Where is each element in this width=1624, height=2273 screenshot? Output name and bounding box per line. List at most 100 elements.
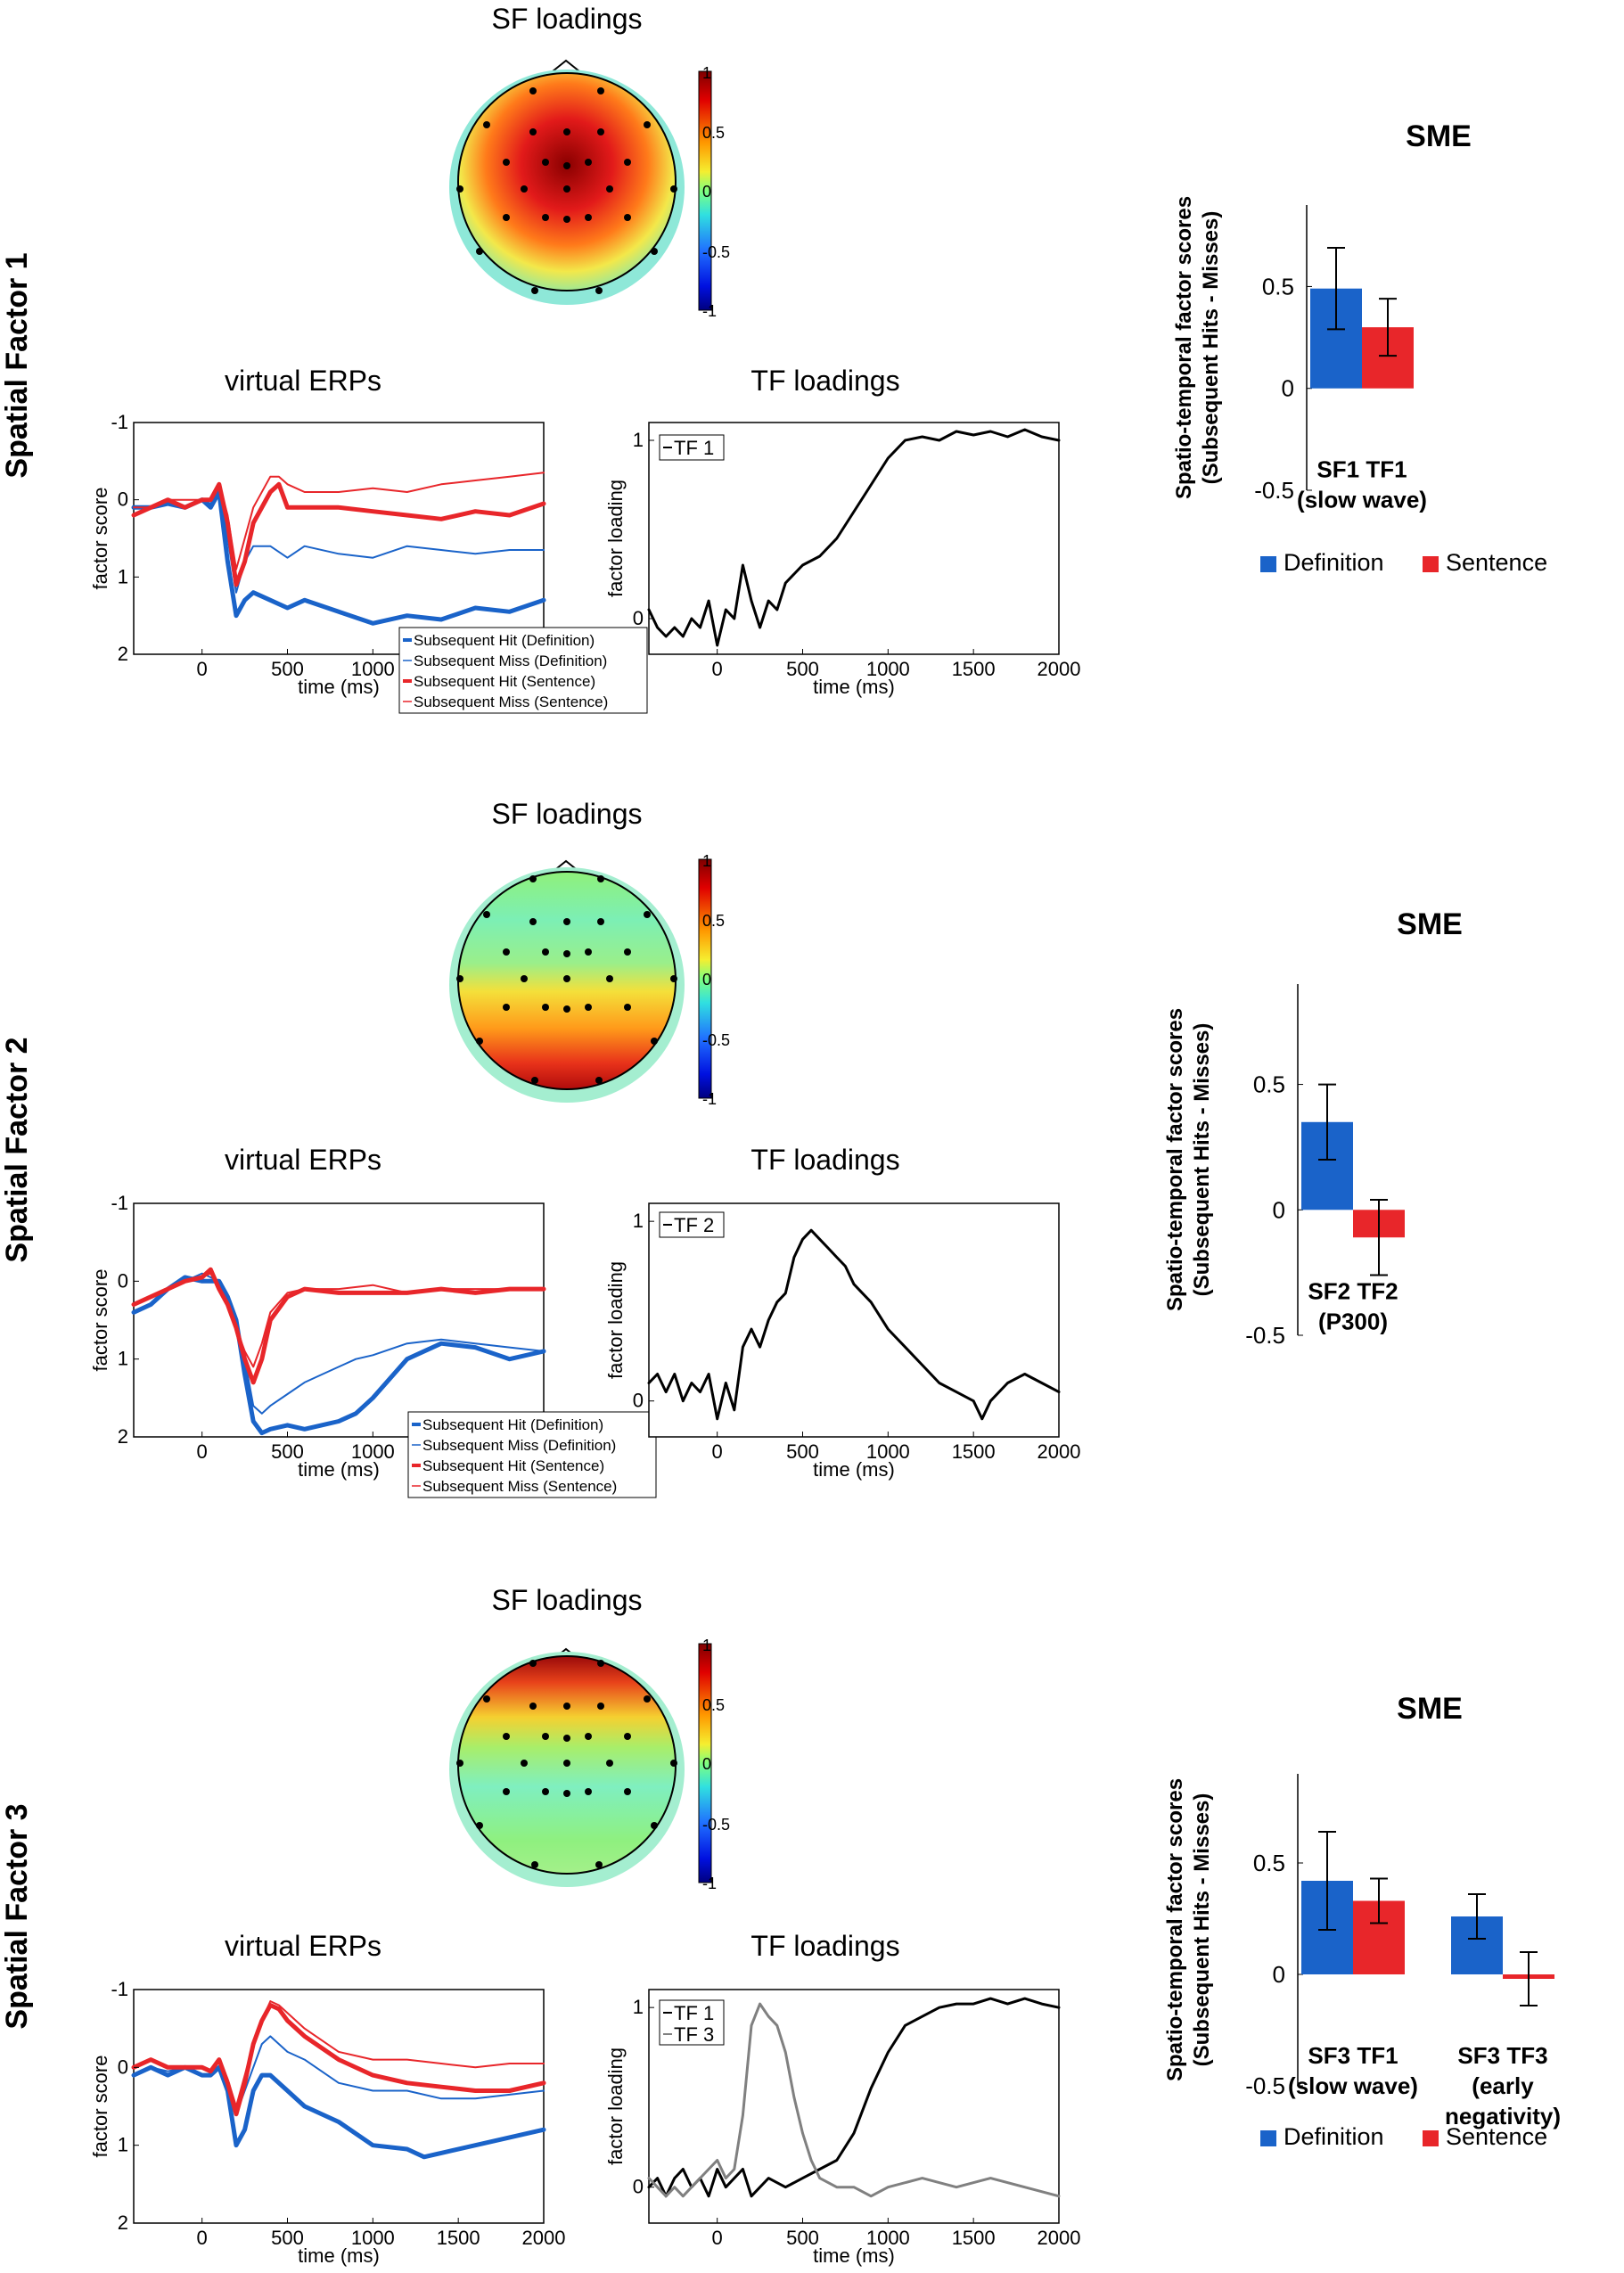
y-tick-label: 1 (118, 2134, 128, 2156)
category-label: SF3 TF3 (1457, 2042, 1547, 2069)
sf-title-3: SF loadings (492, 1584, 643, 1616)
y-tick-label: 0 (633, 2176, 644, 2198)
colorbar-3: 1 0.5 0 -0.5 -1 (698, 1637, 730, 1892)
y-tick-label: -1 (111, 1978, 128, 2000)
series-line (647, 428, 1061, 647)
x-tick-label: 500 (271, 658, 304, 680)
category-label: (P300) (1318, 1308, 1388, 1334)
x-tick-label: 500 (786, 2227, 819, 2249)
y-axis-label: Spatio-temporal factor scores (1172, 196, 1196, 499)
cbar-tick: 0 (702, 183, 711, 201)
plot-frame (133, 1989, 545, 2224)
plot-frame (133, 1202, 545, 1438)
x-axis-label: time (ms) (298, 1458, 380, 1481)
y-tick-label: 2 (118, 1425, 128, 1448)
cbar-tick: -1 (702, 1090, 717, 1108)
x-tick-label: 0 (712, 2227, 723, 2249)
x-tick-label: 1000 (351, 2227, 395, 2249)
y-axis-label: factor score (89, 2056, 111, 2158)
tf-legend-3: TF 1 TF 3 (659, 1999, 725, 2046)
x-tick-label: 0 (197, 658, 208, 680)
legend-entry: TF 1 (674, 437, 714, 459)
sme-title-2: SME (1397, 907, 1463, 941)
scalp-map-1 (449, 59, 685, 305)
x-axis-label: time (ms) (813, 2244, 895, 2267)
sme-plot-2: 0.5 0 -0.5 SF2 TF2 (P300) Spatio-temporal fac… (1163, 984, 1405, 1349)
legend-entry: Subsequent Miss (Sentence) (422, 1478, 617, 1495)
row-label-2: Spatial Factor 2 (0, 1037, 34, 1262)
tf-title-3: TF loadings (750, 1930, 899, 1962)
legend-entry: Sentence (1446, 549, 1547, 576)
series-line (131, 481, 546, 587)
category-label: (slow wave) (1288, 2072, 1418, 2099)
x-tick-label: 2000 (1038, 1440, 1081, 1463)
y-axis-label: factor score (89, 1269, 111, 1372)
tf-plot-1: 0 500 1000 1500 2000 0 1 time (ms) factor loadin… (604, 422, 1081, 698)
x-tick-label: 1000 (866, 1440, 910, 1463)
x-tick-label: 500 (786, 658, 819, 680)
legend-entry: Subsequent Miss (Definition) (414, 652, 607, 669)
series-line (647, 2002, 1061, 2198)
scalp-nose (552, 59, 580, 72)
y-axis-label: Spatio-temporal factor scores (1163, 1778, 1187, 2081)
x-tick-label: 1000 (866, 2227, 910, 2249)
y-tick-label: 0 (118, 2056, 128, 2078)
y-axis-label: (Subsequent Hits - Misses) (1190, 1023, 1214, 1297)
x-tick-label: 500 (271, 2227, 304, 2249)
y-tick-label: 0.5 (1262, 273, 1294, 300)
x-tick-label: 1500 (952, 2227, 996, 2249)
y-axis-label: (Subsequent Hits - Misses) (1190, 1793, 1214, 2067)
plot-frame (133, 422, 545, 655)
series-line (133, 2000, 545, 2107)
cbar-tick: 0 (702, 1755, 711, 1773)
y-tick-label: 1 (118, 565, 128, 587)
y-tick-label: -1 (111, 411, 128, 433)
y-axis-label: factor loading (604, 2047, 627, 2165)
legend-entry: TF 2 (674, 1214, 714, 1236)
y-tick-label: 1 (633, 1210, 644, 1232)
x-tick-label: 1000 (351, 658, 395, 680)
category-label: SF3 TF1 (1308, 2042, 1398, 2069)
y-tick-label: 2 (118, 643, 128, 665)
x-tick-label: 1000 (866, 658, 910, 680)
cbar-tick: 0.5 (702, 124, 725, 142)
x-tick-label: 1500 (437, 2227, 480, 2249)
legend-entry: Subsequent Hit (Definition) (414, 632, 595, 649)
x-tick-label: 500 (786, 1440, 819, 1463)
x-tick-label: 0 (712, 658, 723, 680)
erp-legend-1: Subsequent Hit (Definition) Subsequent M… (398, 627, 648, 714)
y-tick-label: 0 (118, 488, 128, 511)
x-axis-label: time (ms) (813, 676, 895, 698)
scalp-map-3 (449, 1647, 685, 1887)
cbar-tick: -1 (702, 1875, 717, 1892)
tf-legend-1: TF 1 (659, 434, 725, 461)
y-tick-label: 0 (1282, 375, 1294, 402)
x-tick-label: 2000 (1038, 658, 1081, 680)
erp-plot-3: 0 500 1000 1500 2000 -1 0 1 2 time (ms) factor sco… (89, 1978, 565, 2267)
legend-entry: Subsequent Miss (Sentence) (414, 693, 608, 710)
electrode-dots (456, 1660, 677, 1868)
y-tick-label: -0.5 (1245, 1322, 1285, 1349)
y-tick-label: -1 (111, 1192, 128, 1214)
y-axis-label: factor score (89, 488, 111, 590)
category-label: SF2 TF2 (1308, 1277, 1398, 1304)
x-axis-label: time (ms) (298, 676, 380, 698)
y-tick-label: 2 (118, 2211, 128, 2234)
y-tick-label: 0.5 (1253, 1071, 1285, 1098)
category-label: SF1 TF1 (1316, 456, 1407, 483)
scalp-map-2 (449, 859, 685, 1103)
erp-title-2: virtual ERPs (225, 1144, 381, 1176)
legend-entry: Subsequent Hit (Sentence) (414, 673, 595, 690)
series-line (647, 1228, 1061, 1421)
plot-frame (648, 1202, 1060, 1438)
cbar-tick: -1 (702, 302, 717, 320)
legend-entry: Definition (1284, 549, 1384, 576)
y-tick-label: 0 (1273, 1196, 1285, 1223)
x-tick-label: 2000 (1038, 2227, 1081, 2249)
legend-entry: Subsequent Miss (Definition) (422, 1437, 616, 1454)
y-axis-label: factor loading (604, 480, 627, 597)
sf-title-1: SF loadings (492, 3, 643, 35)
y-tick-label: 1 (633, 429, 644, 451)
y-tick-label: 0.5 (1253, 1850, 1285, 1876)
